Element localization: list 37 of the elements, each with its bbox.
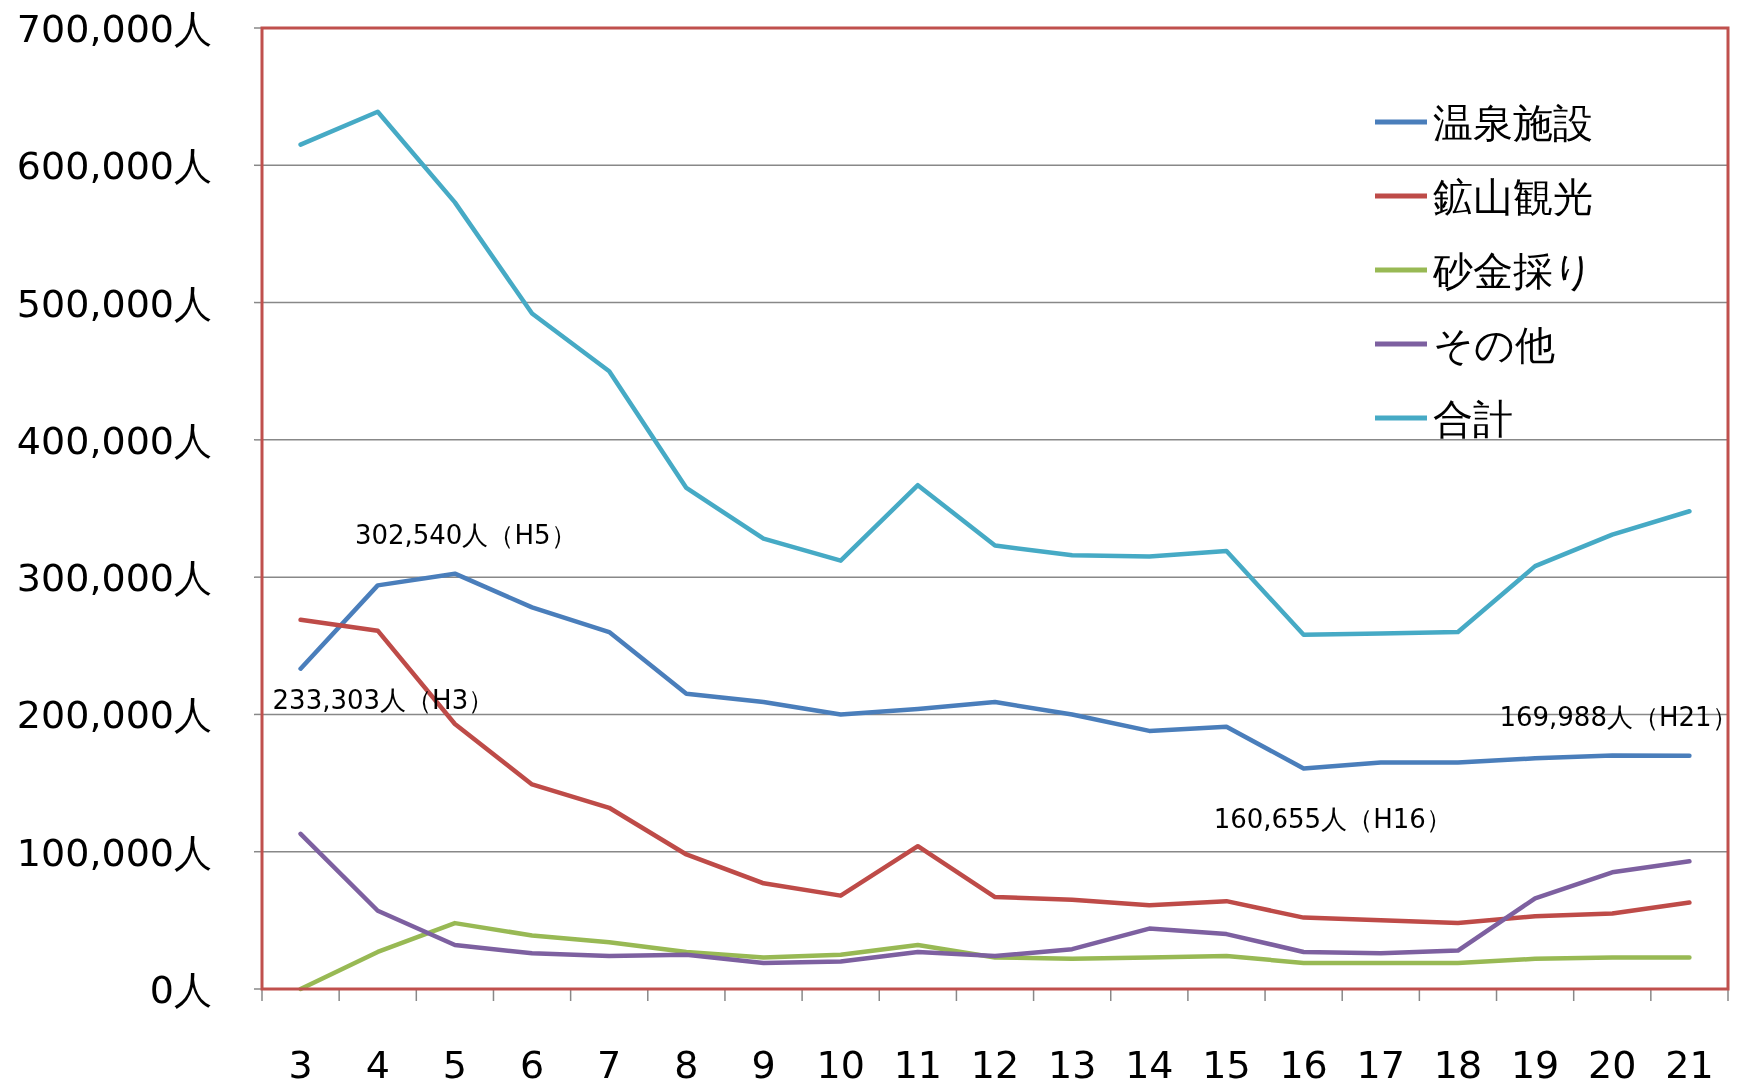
y-tick-label: 600,000人 <box>16 144 212 189</box>
annotation: 233,303人（H3） <box>272 684 495 715</box>
legend-label: 砂金採り <box>1432 248 1594 294</box>
x-tick-label: 11 <box>893 1043 943 1084</box>
x-tick-label: 18 <box>1433 1043 1483 1084</box>
x-tick-label: 9 <box>751 1043 776 1084</box>
annotation: 160,655人（H16） <box>1213 804 1452 835</box>
y-tick-label: 300,000人 <box>16 556 212 601</box>
y-tick-label: 500,000人 <box>16 281 212 326</box>
x-tick-label: 5 <box>442 1043 467 1084</box>
y-tick-label: 0人 <box>149 968 212 1012</box>
y-tick-label: 400,000人 <box>16 418 212 463</box>
x-tick-label: 10 <box>816 1043 865 1084</box>
legend-label: その他 <box>1433 322 1555 368</box>
x-tick-label: 17 <box>1356 1043 1405 1084</box>
x-tick-label: 16 <box>1279 1043 1328 1084</box>
annotation: 169,988人（H21） <box>1499 701 1737 732</box>
line-series <box>298 831 1692 966</box>
legend-label: 温泉施設 <box>1433 100 1593 146</box>
x-tick-label: 12 <box>970 1043 1020 1084</box>
x-tick-label: 13 <box>1047 1043 1097 1084</box>
x-tick-label: 4 <box>365 1043 390 1084</box>
x-tick-label: 3 <box>288 1043 313 1084</box>
y-tick-label: 200,000人 <box>16 693 212 738</box>
x-tick-label: 20 <box>1588 1043 1637 1084</box>
legend-label: 合計 <box>1433 396 1513 442</box>
y-tick-label: 100,000人 <box>16 830 212 875</box>
x-tick-label: 7 <box>597 1043 622 1084</box>
x-tick-label: 15 <box>1202 1043 1251 1084</box>
y-tick-label: 700,000人 <box>16 7 212 51</box>
x-tick-label: 6 <box>519 1043 545 1084</box>
x-tick-label: 14 <box>1125 1043 1174 1084</box>
annotation: 302,540人（H5） <box>354 519 577 550</box>
x-tick-label: 21 <box>1665 1043 1714 1084</box>
legend-label: 鉱山観光 <box>1433 174 1593 220</box>
x-tick-label: 8 <box>674 1043 699 1084</box>
x-tick-label: 19 <box>1510 1043 1560 1084</box>
